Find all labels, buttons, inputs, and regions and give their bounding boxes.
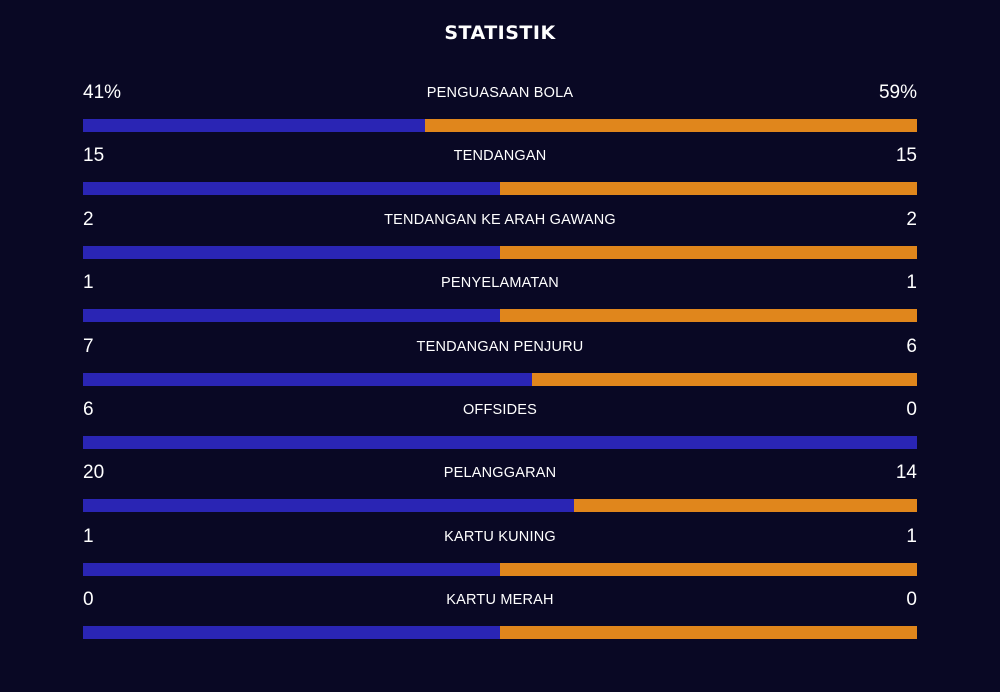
stat-row-saves: 1 PENYELAMATAN 1 [83,270,917,333]
home-bar [83,182,500,196]
stat-label: KARTU MERAH [446,592,554,609]
away-value: 1 [906,525,917,547]
comparison-bar [83,182,917,196]
stats-title: STATISTIK [444,22,556,44]
stat-row-corners: 7 TENDANGAN PENJURU 6 [83,334,917,397]
stat-label: PELANGGARAN [443,465,557,482]
home-bar [83,562,500,576]
away-bar [424,119,917,132]
away-bar [500,245,917,259]
stat-label: TENDANGAN PENJURU [416,338,584,355]
home-value: 20 [83,462,105,484]
away-bar [532,372,917,386]
stat-row-yellow-cards: 1 KARTU KUNING 1 [83,524,917,587]
stat-label: TENDANGAN KE ARAH GAWANG [384,211,616,228]
stat-label: TENDANGAN [453,148,547,165]
stat-label: KARTU KUNING [444,528,556,545]
away-value: 59% [878,82,917,103]
stat-row-fouls: 20 PELANGGARAN 14 [83,460,917,523]
comparison-bar [83,499,917,513]
stat-row-possession: 41% PENGUASAAN BOLA 59% [83,80,917,143]
stat-row-offsides: 6 OFFSIDES 0 [83,397,917,460]
home-bar [83,309,500,323]
comparison-bar [83,435,917,449]
comparison-bar [83,562,917,576]
home-bar [83,626,500,640]
comparison-bar [83,309,917,323]
stat-row-shots: 15 TENDANGAN 15 [83,143,917,206]
away-bar [500,626,917,640]
home-bar [83,372,533,386]
home-value: 15 [83,145,105,167]
home-value: 0 [83,589,94,611]
away-value: 0 [906,398,917,420]
home-bar [83,245,500,259]
home-value: 2 [83,208,94,230]
stat-label: OFFSIDES [462,401,538,418]
away-value: 15 [895,145,917,167]
away-bar [500,562,917,576]
stat-label: PENYELAMATAN [441,275,559,292]
home-value: 1 [83,525,94,547]
home-value: 1 [83,272,94,294]
stat-row-red-cards: 0 KARTU MERAH 0 [83,587,917,650]
away-value: 14 [895,462,917,484]
comparison-bar [83,119,917,132]
away-value: 2 [906,208,917,230]
home-bar [83,499,574,513]
away-bar [500,309,917,323]
home-value: 41% [83,82,122,103]
stat-label: PENGUASAAN BOLA [426,85,574,101]
away-bar [500,182,917,196]
home-value: 7 [83,335,94,357]
away-bar [573,499,917,513]
comparison-bar [83,626,917,640]
stats-list: 41% PENGUASAAN BOLA 59% 15 TENDANGAN 15 … [83,80,917,651]
away-value: 0 [906,589,917,611]
comparison-bar [83,372,917,386]
home-value: 6 [83,398,94,420]
away-value: 6 [906,335,917,357]
comparison-bar [83,245,917,259]
away-value: 1 [906,272,917,294]
stat-row-shots-on-target: 2 TENDANGAN KE ARAH GAWANG 2 [83,207,917,270]
home-bar [83,435,917,449]
home-bar [83,119,425,132]
